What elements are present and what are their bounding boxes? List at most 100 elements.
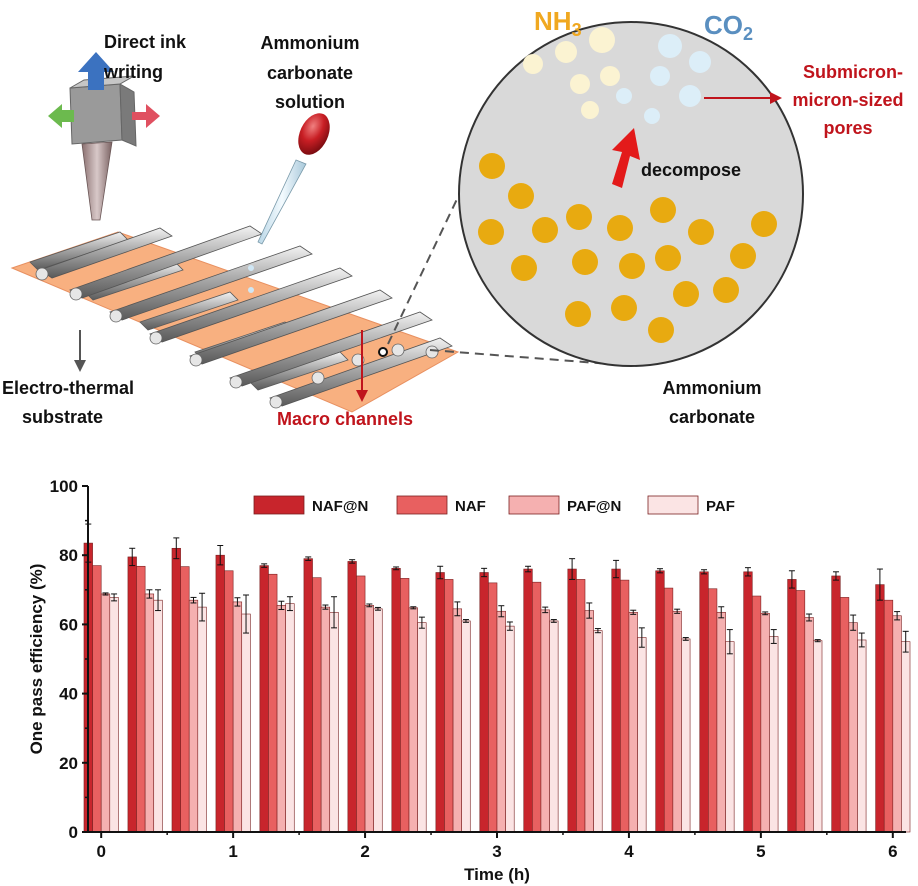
bar-paf-17 xyxy=(857,639,867,833)
label-ammonium-solution-2: carbonate xyxy=(267,63,353,83)
bar-naf-n-17 xyxy=(831,575,841,833)
bar-paf-n-18 xyxy=(892,615,902,833)
bar-paf-n-3 xyxy=(232,601,243,833)
bar-paf-n-6 xyxy=(364,605,374,833)
label-electro-thermal-1: Electro-thermal xyxy=(2,378,134,398)
chart-legend: NAF@N NAF PAF@N PAF xyxy=(253,495,735,515)
label-submicron-3: pores xyxy=(823,118,872,138)
bar-paf-8 xyxy=(461,620,471,833)
bar-paf-4 xyxy=(285,603,295,833)
bar-naf-10 xyxy=(532,581,542,833)
label-direct-ink-1: Direct ink xyxy=(104,32,187,52)
y-tick-label-20: 20 xyxy=(59,754,78,773)
y-axis-arrow-icon xyxy=(48,104,74,128)
bar-paf-n-14 xyxy=(716,611,726,833)
bar-naf-6 xyxy=(356,575,366,833)
bar-paf-n-1 xyxy=(144,593,155,833)
bar-paf-n-9 xyxy=(496,610,506,833)
bar-naf-n-13 xyxy=(655,570,665,833)
bar-naf-0 xyxy=(92,565,102,833)
bar-naf-17 xyxy=(839,597,850,833)
bar-paf-7 xyxy=(417,622,427,833)
bar-paf-5 xyxy=(329,611,339,833)
legend-label-3: PAF xyxy=(706,498,735,515)
legend-label-0: NAF@N xyxy=(312,498,368,515)
label-ammonium-carbonate-1: Ammonium xyxy=(663,378,762,398)
bar-naf-n-2 xyxy=(171,547,181,833)
bar-paf-1 xyxy=(153,599,163,833)
bar-paf-n-0 xyxy=(100,593,111,833)
legend-swatch-3 xyxy=(647,495,699,515)
x-axis-title: Time (h) xyxy=(464,865,530,884)
bar-naf-13 xyxy=(663,587,674,833)
z-axis-arrow-icon xyxy=(78,52,114,90)
legend-label-2: PAF@N xyxy=(567,498,621,515)
bar-paf-n-16 xyxy=(804,617,814,833)
bar-naf-7 xyxy=(400,578,410,833)
bar-paf-n-10 xyxy=(540,609,550,833)
bar-naf-n-3 xyxy=(215,554,225,833)
bar-paf-11 xyxy=(593,630,603,833)
bar-naf-n-18 xyxy=(875,584,885,833)
printer-head xyxy=(69,75,137,221)
bar-naf-n-5 xyxy=(303,558,313,833)
rod-layer-top xyxy=(39,225,453,407)
bar-naf-9 xyxy=(488,582,498,833)
bar-paf-n-4 xyxy=(276,605,286,833)
y-axis-title: One pass efficiency (%) xyxy=(27,564,46,755)
x-tick-label-4: 4 xyxy=(624,842,634,861)
bar-paf-n-13 xyxy=(672,610,682,833)
rod-end-caps xyxy=(35,267,439,409)
bar-naf-18 xyxy=(883,599,894,833)
macro-channel-arrowhead xyxy=(356,390,368,402)
bar-paf-2 xyxy=(197,606,207,833)
bar-naf-n-10 xyxy=(523,568,533,833)
bar-paf-10 xyxy=(549,620,559,833)
bar-paf-n-17 xyxy=(848,622,858,833)
ammonium-carbonate-particles xyxy=(478,153,777,343)
label-co2: CO2 xyxy=(704,10,753,44)
bar-naf-14 xyxy=(708,588,718,833)
label-ammonium-carbonate-2: carbonate xyxy=(669,407,755,427)
bar-naf-n-12 xyxy=(611,568,621,833)
bar-naf-n-11 xyxy=(567,568,577,833)
x-tick-label-1: 1 xyxy=(228,842,237,861)
bar-naf-5 xyxy=(312,577,322,833)
y-tick-label-0: 0 xyxy=(69,823,78,842)
y-tick-label-40: 40 xyxy=(59,685,78,704)
bar-naf-n-1 xyxy=(127,556,137,833)
bar-naf-n-14 xyxy=(699,571,709,833)
efficiency-bar-chart: 0 20 40 60 80 100 0 1 2 3 4 5 6 NAF@N NAF PAF@N PAF Tim… xyxy=(27,477,911,884)
bar-naf-8 xyxy=(444,579,454,833)
bar-naf-n-6 xyxy=(347,561,357,833)
legend-swatch-2 xyxy=(508,495,560,515)
bar-paf-n-8 xyxy=(452,608,462,833)
bar-paf-n-11 xyxy=(584,610,594,833)
bar-paf-12 xyxy=(637,637,647,833)
bar-paf-n-5 xyxy=(320,606,331,833)
bar-paf-13 xyxy=(681,638,691,833)
bar-paf-6 xyxy=(373,608,383,833)
x-tick-label-3: 3 xyxy=(492,842,501,861)
legend-swatch-1 xyxy=(396,495,448,515)
x-tick-label-0: 0 xyxy=(96,842,105,861)
pipette xyxy=(248,113,330,293)
bar-paf-n-2 xyxy=(188,599,199,833)
legend-label-1: NAF xyxy=(455,498,486,515)
bar-naf-3 xyxy=(224,570,234,833)
label-decompose: decompose xyxy=(641,160,741,180)
bar-paf-15 xyxy=(769,636,779,833)
substrate-pointer-arrowhead xyxy=(74,360,86,372)
legend-swatch-0 xyxy=(253,495,305,515)
bar-naf-n-4 xyxy=(259,565,269,833)
bar-paf-16 xyxy=(813,640,823,833)
y-tick-label-60: 60 xyxy=(59,615,78,634)
y-tick-label-100: 100 xyxy=(50,477,78,496)
chart-bars xyxy=(83,542,911,833)
bar-naf-16 xyxy=(795,590,806,833)
label-electro-thermal-2: substrate xyxy=(22,407,103,427)
bar-naf-2 xyxy=(180,566,190,833)
bar-naf-4 xyxy=(268,573,278,833)
bar-naf-n-15 xyxy=(743,571,753,833)
